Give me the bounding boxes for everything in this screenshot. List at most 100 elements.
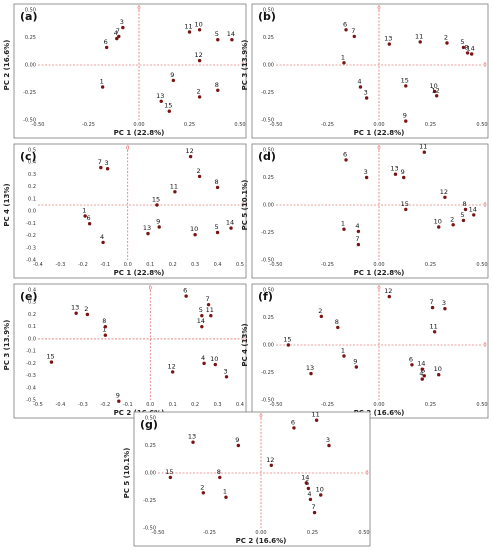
point-label: 6 [343,20,347,28]
panel-c: 0 0 -0.4 -0.3 -0.2 -0.1 0.0 0.1 0.2 0.3 0.4 0.5 -0.4… [3,143,247,279]
x-tick-label: 0.50 [476,262,487,268]
point-label: 9 [116,392,120,400]
data-point [465,51,470,55]
x-tick-label: 0.2 [191,402,199,408]
point-label: 5 [460,211,464,219]
data-point [437,225,441,229]
y-tick-label: 0.50 [25,8,36,14]
data-point [420,367,424,371]
point-label: 8 [215,81,219,89]
point-label: 10 [429,82,437,90]
panel-label: (e) [20,290,38,303]
point-label: 4 [100,233,104,241]
y-tick-label: 0.2 [28,312,36,318]
point-label: 9 [235,436,239,444]
data-point [308,497,313,502]
data-point [445,41,449,45]
data-point [197,28,202,32]
data-point [269,463,273,467]
data-point [103,324,108,329]
x-tick-label: -0.50 [270,262,283,268]
x-tick-label: 0.50 [358,530,369,536]
x-tick-label: -0.50 [270,122,283,128]
y-axis-label: PC 4 (13%) [241,323,249,366]
y-tick-label: 0.25 [263,35,274,41]
x-tick-label: 0.50 [476,402,487,408]
x-axis-label: PC 1 (22.8%) [354,269,405,277]
panel-e: 0 0 -0.5 -0.4 -0.3 -0.2 -0.1 0.0 0.1 0.2 0.3 0.4 -0.… [3,283,247,419]
x-tick-label: -0.50 [32,122,45,128]
point-label: 11 [419,143,427,151]
y-tick-label: -0.50 [143,526,156,532]
point-label: 6 [291,418,295,426]
zero-mark-top: 0 [377,146,380,152]
x-tick-label: -0.3 [56,262,66,268]
point-label: 4 [114,29,118,37]
y-tick-label: -0.5 [26,398,36,404]
point-label: 14 [301,473,309,481]
data-point [155,203,159,207]
point-label: 1 [341,347,345,355]
y-axis-label: PC 3 (13.9%) [241,40,249,91]
data-point [99,165,103,170]
y-tick-label: -0.25 [143,498,156,504]
data-point [314,418,319,422]
data-point [432,89,437,94]
zero-mark-top: 0 [259,414,262,420]
x-tick-label: 0.4 [236,402,244,408]
panel-frame [251,283,489,419]
data-point [187,30,192,34]
point-label: 12 [432,86,440,94]
point-label: 9 [170,71,174,79]
data-point [352,34,356,39]
data-point [470,52,474,56]
y-tick-label: -0.25 [23,90,36,96]
data-point [218,475,222,480]
y-tick-label: 0.50 [263,8,274,14]
point-label: 10 [194,20,202,28]
point-label: 2 [444,34,448,42]
point-label: 13 [306,364,314,372]
zero-mark-right: 0 [241,63,244,69]
data-point [206,302,211,307]
panel-label: (f) [258,290,273,303]
x-tick-label: -0.2 [78,262,88,268]
point-label: 6 [183,287,187,295]
point-label: 7 [429,298,433,306]
y-tick-label: 0.00 [145,471,156,477]
point-label: 4 [355,222,359,230]
data-point [224,375,229,379]
data-point [168,475,173,480]
x-tick-label: 0.1 [146,262,154,268]
data-point [420,377,424,381]
panel-frame [13,143,247,279]
x-tick-label: -0.3 [78,402,88,408]
point-label: 3 [105,159,109,167]
point-label: 4 [307,490,311,498]
data-point [364,175,369,180]
panel-a: 0 0 -0.50 -0.25 0.00 0.25 0.50 -0.50 -0.25 0.00 0.… [3,3,247,139]
x-tick-label: 0.25 [184,122,195,128]
point-label: 5 [460,38,464,46]
x-tick-label: -0.4 [56,402,66,408]
point-label: 12 [384,287,392,295]
x-tick-label: -0.25 [321,122,334,128]
data-point [309,371,313,376]
data-point [167,109,171,113]
y-tick-label: 0.00 [263,203,274,209]
y-tick-label: -0.3 [26,245,36,251]
y-tick-label: 0.4 [28,288,36,294]
data-point [215,230,220,235]
data-point [157,225,161,229]
y-tick-label: 0.50 [263,288,274,294]
data-point [344,158,348,162]
x-tick-label: 0.00 [133,122,144,128]
point-label: 8 [335,318,339,326]
data-point [188,154,193,159]
panel-frame [251,143,489,279]
x-tick-label: -0.25 [321,262,334,268]
data-point [387,42,391,46]
y-tick-label: -0.2 [26,233,36,239]
panel-label: (a) [20,10,37,23]
panel-g: 0 0 -0.50 -0.25 0.00 0.25 0.50 -0.50 -0.25 0.00 0.… [123,411,371,547]
